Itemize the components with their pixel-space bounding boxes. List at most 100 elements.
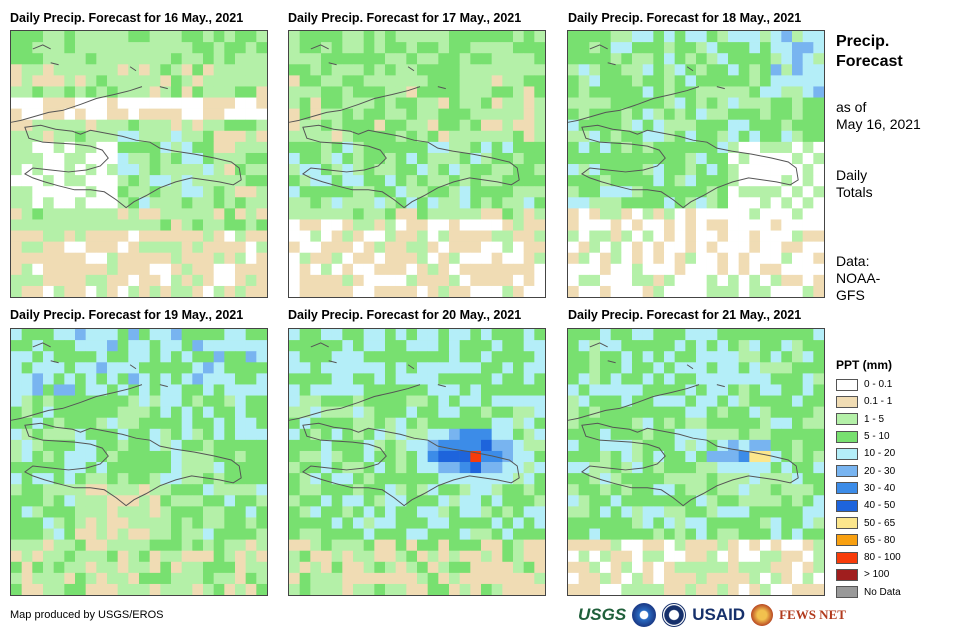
precip-cell: [117, 417, 129, 430]
precip-cell: [128, 495, 140, 507]
precip-cell: [449, 230, 460, 242]
precip-cell: [449, 484, 460, 496]
precip-cell: [299, 141, 311, 154]
precip-cell: [696, 108, 707, 121]
precip-cell: [770, 252, 782, 265]
precip-cell: [107, 561, 118, 574]
precip-cell: [685, 484, 697, 496]
precip-cell: [749, 528, 761, 540]
precip-cell: [749, 42, 761, 54]
precip-cell: [738, 329, 750, 341]
precip-cell: [491, 75, 503, 87]
precip-cell: [224, 329, 236, 341]
precip-cell: [621, 53, 633, 65]
precip-cell: [792, 484, 803, 496]
precip-cell: [621, 506, 633, 518]
precip-cell: [299, 439, 311, 452]
precip-cell: [256, 130, 267, 143]
precip-cell: [374, 506, 386, 518]
precip-cell: [502, 130, 514, 143]
precip-cell: [568, 362, 579, 374]
precip-cell: [353, 130, 364, 143]
precip-cell: [213, 473, 225, 485]
precip-cell: [342, 64, 354, 76]
precip-cell: [813, 31, 824, 43]
precip-cell: [235, 373, 246, 385]
precip-cell: [696, 406, 707, 419]
precip-cell: [781, 417, 793, 430]
precip-cell: [224, 230, 236, 242]
precip-cell: [53, 175, 65, 187]
precip-cell: [481, 252, 492, 265]
precip-cell: [610, 517, 622, 529]
precip-cell: [621, 417, 633, 430]
precip-cell: [75, 75, 86, 87]
precip-cell: [213, 42, 225, 54]
precip-cell: [181, 97, 193, 109]
precip-cell: [32, 462, 44, 474]
precip-cell: [235, 64, 246, 76]
precip-cell: [32, 439, 44, 452]
precip-cell: [502, 42, 514, 54]
precip-cell: [235, 186, 246, 198]
precip-cell: [374, 208, 386, 220]
precip-cell: [534, 208, 545, 220]
precip-cell: [385, 42, 396, 54]
precip-cell: [664, 285, 675, 297]
precip-cell: [438, 263, 450, 276]
precip-cell: [610, 484, 622, 496]
precip-cell: [792, 462, 803, 474]
precip-cell: [171, 495, 182, 507]
precip-cell: [353, 263, 364, 276]
precip-cell: [738, 340, 750, 352]
precip-cell: [203, 406, 214, 419]
precip-cell: [171, 141, 182, 154]
precip-cell: [802, 31, 814, 43]
precip-cell: [289, 395, 300, 407]
precip-cell: [534, 164, 545, 176]
precip-cell: [427, 164, 439, 176]
precip-cell: [363, 119, 375, 132]
legend-item: No Data: [836, 584, 901, 601]
precip-cell: [696, 329, 707, 341]
precip-cell: [235, 517, 246, 529]
precip-cell: [621, 31, 633, 43]
precip-cell: [374, 340, 386, 352]
precip-cell: [75, 506, 86, 518]
precip-cell: [502, 517, 514, 529]
precip-cell: [600, 64, 611, 76]
precip-cell: [128, 119, 140, 132]
precip-cell: [449, 141, 460, 154]
precip-cell: [245, 119, 257, 132]
precip-cell: [578, 175, 590, 187]
precip-cell: [331, 252, 343, 265]
precip-cell: [171, 329, 182, 341]
precip-cell: [43, 484, 54, 496]
precip-cell: [53, 274, 65, 287]
precip-cell: [481, 583, 492, 595]
precip-cell: [160, 439, 172, 452]
precip-cell: [181, 395, 193, 407]
precip-cell: [502, 406, 514, 419]
precip-cell: [459, 550, 471, 563]
precip-cell: [674, 484, 686, 496]
precip-cell: [53, 395, 65, 407]
precip-cell: [621, 572, 633, 585]
precip-cell: [331, 462, 343, 474]
precip-cell: [128, 572, 140, 585]
precip-cell: [534, 340, 545, 352]
precip-cell: [459, 186, 471, 198]
precip-cell: [427, 241, 439, 254]
precip-cell: [160, 506, 172, 518]
precip-cell: [85, 86, 97, 98]
precip-cell: [610, 362, 622, 374]
precip-cell: [385, 351, 396, 363]
legend-swatch: [836, 465, 858, 478]
precip-cell: [621, 550, 633, 563]
precip-cell: [717, 97, 729, 109]
precip-cell: [321, 97, 332, 109]
precip-cell: [139, 495, 150, 507]
precip-cell: [502, 97, 514, 109]
precip-cell: [160, 484, 172, 496]
precip-cell: [128, 42, 140, 54]
